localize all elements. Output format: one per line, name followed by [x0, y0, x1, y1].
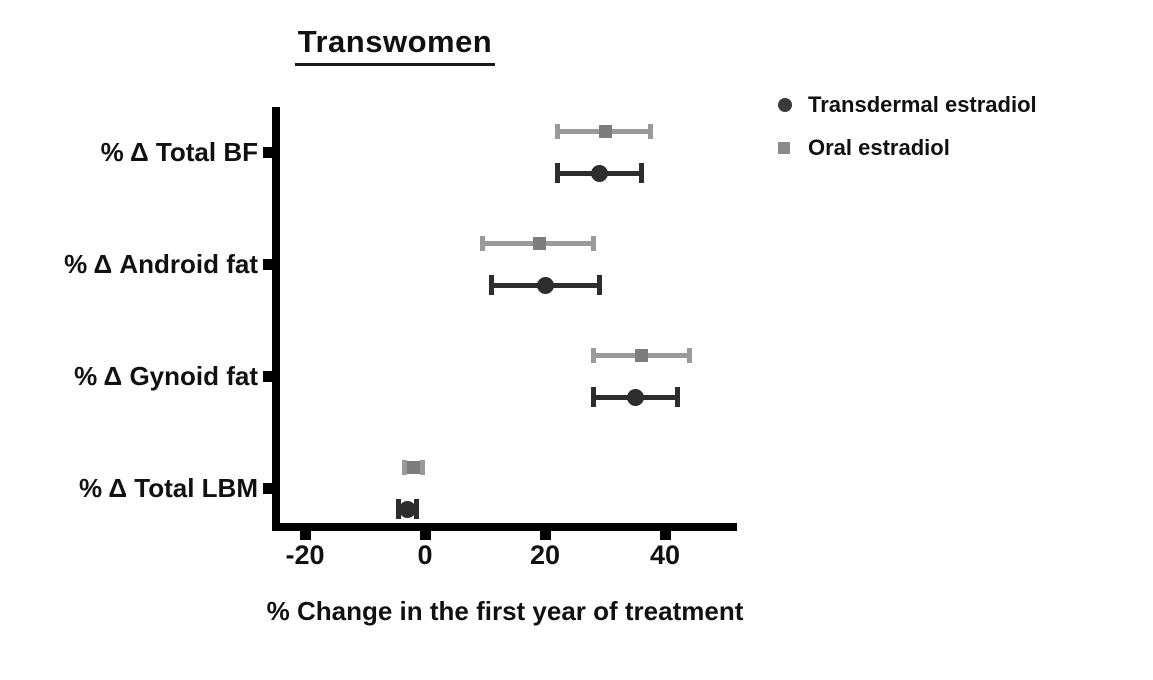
square-marker-icon [778, 142, 790, 154]
x-tick-label-20: 20 [529, 540, 561, 570]
legend-item-oral: Oral estradiol [778, 133, 1037, 163]
x-axis-caption: % Change in the first year of treatment [266, 596, 744, 626]
x-tick-minus20 [300, 531, 311, 540]
category-label-total-lbm: % Δ Total LBM [78, 473, 258, 503]
error-bar-cap-oral-1-hi [590, 235, 596, 251]
category-label-gynoid-fat: % Δ Gynoid fat [74, 361, 258, 391]
x-tick-label-40: 40 [649, 540, 681, 570]
x-tick-label-minus20: -20 [285, 540, 325, 570]
error-bar-cap-oral-0-hi [647, 123, 653, 139]
y-axis-line [272, 107, 280, 531]
y-tick-android-fat [263, 259, 272, 270]
y-tick-gynoid-fat [263, 371, 272, 382]
data-point-oral-2 [634, 348, 648, 362]
data-point-transdermal-2 [626, 388, 644, 406]
data-point-transdermal-0 [590, 164, 608, 182]
x-tick-40 [660, 531, 671, 540]
error-bar-cap-oral-0-lo [554, 123, 560, 139]
circle-marker-icon [778, 98, 792, 112]
category-label-android-fat: % Δ Android fat [64, 249, 258, 279]
error-bar-cap-transdermal-0-lo [554, 163, 560, 183]
x-tick-20 [540, 531, 551, 540]
error-bar-cap-transdermal-0-hi [638, 163, 644, 183]
error-bar-cap-oral-3-lo [401, 459, 407, 475]
error-bar-cap-transdermal-1-lo [488, 275, 494, 295]
y-tick-total-lbm [263, 483, 272, 494]
data-point-oral-1 [532, 236, 546, 250]
data-point-transdermal-1 [536, 276, 554, 294]
legend-marker-box [778, 142, 808, 154]
error-bar-cap-oral-2-lo [590, 347, 596, 363]
chart-title: Transwomen [240, 24, 550, 66]
legend: Transdermal estradiol Oral estradiol [778, 90, 1037, 176]
error-bar-cap-transdermal-3-lo [395, 499, 401, 519]
error-bar-cap-oral-2-hi [686, 347, 692, 363]
error-bar-cap-transdermal-2-lo [590, 387, 596, 407]
error-bar-cap-oral-3-hi [419, 459, 425, 475]
error-bar-cap-transdermal-3-hi [413, 499, 419, 519]
error-bar-cap-transdermal-2-hi [674, 387, 680, 407]
legend-label-transdermal: Transdermal estradiol [808, 92, 1037, 117]
x-tick-label-0: 0 [417, 540, 433, 570]
chart-title-text: Transwomen [294, 24, 496, 66]
error-bar-cap-transdermal-1-hi [596, 275, 602, 295]
x-tick-0 [420, 531, 431, 540]
error-bar-cap-oral-1-lo [479, 235, 485, 251]
y-tick-total-bf [263, 147, 272, 158]
legend-label-oral: Oral estradiol [808, 135, 950, 160]
legend-item-transdermal: Transdermal estradiol [778, 90, 1037, 120]
data-point-oral-0 [598, 124, 612, 138]
x-axis-line [272, 523, 737, 531]
data-point-oral-3 [406, 460, 420, 474]
legend-marker-box [778, 98, 808, 112]
data-point-transdermal-3 [398, 500, 416, 518]
category-label-total-bf: % Δ Total BF [100, 137, 258, 167]
